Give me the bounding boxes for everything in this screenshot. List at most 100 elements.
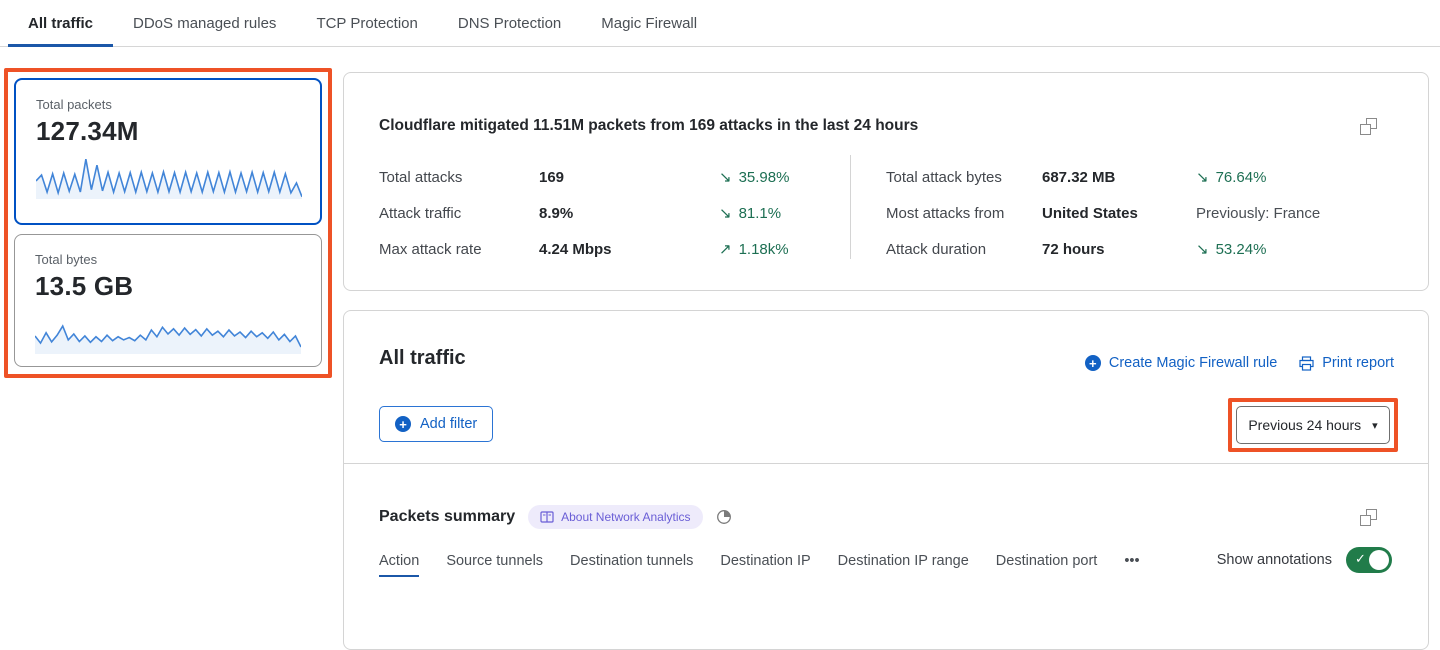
stat-row-total-attack-bytes: Total attack bytes 687.32 MB ↘ 76.64%: [886, 159, 1320, 195]
stat-row-total-attacks: Total attacks 169 ↘ 35.98%: [379, 159, 789, 195]
show-annotations-control: Show annotations ✓: [1217, 547, 1392, 573]
total-bytes-card[interactable]: Total bytes 13.5 GB: [14, 234, 322, 367]
stat-label: Attack traffic: [379, 204, 462, 222]
trend-down-icon: ↘: [719, 205, 732, 222]
tab-label: Magic Firewall: [601, 14, 698, 32]
tab-label: DDoS managed rules: [133, 14, 277, 32]
stat-delta: ↘ 35.98%: [719, 168, 790, 187]
tab-label: TCP Protection: [316, 14, 418, 32]
metric-value: 13.5 GB: [35, 271, 134, 301]
panel-action-links: + Create Magic Firewall rule Print repor…: [1084, 355, 1394, 371]
stat-label: Attack duration: [886, 240, 987, 258]
highlight-box-time-range: Previous 24 hours ▾: [1228, 398, 1398, 452]
plus-circle-icon: +: [395, 416, 411, 432]
delta-value: 53.24%: [1215, 240, 1267, 258]
delta-value: 81.1%: [738, 204, 782, 222]
tab-all-traffic[interactable]: All traffic: [8, 0, 114, 47]
stat-label: Most attacks from: [886, 204, 1005, 222]
stat-label: Total attacks: [379, 168, 463, 186]
stats-divider: [850, 155, 851, 259]
toggle-knob: [1369, 550, 1389, 570]
subtab-source-tunnels[interactable]: Source tunnels: [446, 553, 544, 569]
plus-circle-icon: +: [1084, 355, 1101, 371]
stat-value: 169: [539, 168, 565, 186]
subtab-destination-ip[interactable]: Destination IP: [720, 553, 811, 569]
subtab-destination-tunnels[interactable]: Destination tunnels: [570, 553, 694, 569]
badge-label: About Network Analytics: [561, 510, 691, 524]
stat-label: Max attack rate: [379, 240, 482, 258]
book-icon: [540, 511, 554, 523]
tab-tcp-protection[interactable]: TCP Protection: [296, 0, 437, 46]
metric-value: 127.34M: [36, 116, 139, 146]
trend-down-icon: ↘: [719, 169, 732, 186]
expand-icon-front: [1360, 515, 1371, 526]
more-tabs-button[interactable]: •••: [1124, 553, 1140, 569]
show-annotations-label: Show annotations: [1216, 552, 1332, 568]
expand-icon-front: [1360, 124, 1371, 135]
section-divider: [344, 463, 1428, 464]
time-range-dropdown[interactable]: Previous 24 hours ▾: [1236, 406, 1390, 444]
all-traffic-title: All traffic: [379, 347, 466, 369]
tab-label: All traffic: [28, 14, 94, 32]
tab-dns-protection[interactable]: DNS Protection: [438, 0, 581, 46]
subtab-action[interactable]: Action: [379, 553, 420, 577]
total-packets-card[interactable]: Total packets 127.34M: [14, 78, 322, 225]
expand-icon-back: [1366, 509, 1377, 520]
stat-value: 72 hours: [1042, 240, 1105, 258]
packets-sparkline: [36, 155, 302, 199]
printer-icon: [1299, 355, 1314, 371]
subtab-destination-port[interactable]: Destination port: [995, 553, 1098, 569]
stat-row-attack-duration: Attack duration 72 hours ↘ 53.24%: [886, 231, 1320, 267]
show-annotations-toggle[interactable]: ✓: [1346, 547, 1392, 573]
packets-summary-tabs: Action Source tunnels Destination tunnel…: [379, 553, 1140, 577]
link-label: Create Magic Firewall rule: [1108, 355, 1278, 371]
stat-value: 687.32 MB: [1042, 168, 1116, 186]
stat-value: 4.24 Mbps: [539, 240, 612, 258]
tab-magic-firewall[interactable]: Magic Firewall: [581, 0, 717, 46]
pie-chart-icon[interactable]: [716, 509, 732, 525]
stat-value: United States: [1042, 204, 1138, 222]
check-icon: ✓: [1355, 551, 1366, 566]
metric-label: Total packets: [36, 97, 112, 112]
create-magic-firewall-rule-link[interactable]: + Create Magic Firewall rule: [1084, 355, 1278, 371]
caret-down-icon: ▾: [1372, 419, 1378, 432]
stat-value: 8.9%: [539, 204, 574, 222]
protection-tabs: All traffic DDoS managed rules TCP Prote…: [0, 0, 1440, 47]
expand-icon[interactable]: [1360, 509, 1377, 526]
stat-delta: ↘ 81.1%: [719, 204, 782, 223]
mitigation-summary-panel: Cloudflare mitigated 11.51M packets from…: [343, 72, 1429, 291]
tab-ddos-managed-rules[interactable]: DDoS managed rules: [113, 0, 296, 46]
expand-icon-back: [1366, 118, 1377, 129]
trend-down-icon: ↘: [1196, 241, 1209, 258]
trend-up-icon: ↗: [719, 241, 732, 258]
delta-value: 35.98%: [738, 168, 790, 186]
time-range-label: Previous 24 hours: [1248, 417, 1362, 433]
metric-label: Total bytes: [35, 252, 98, 267]
stat-delta: ↗ 1.18k%: [719, 240, 789, 259]
stat-row-most-attacks-from: Most attacks from United States Previous…: [886, 195, 1320, 231]
about-network-analytics-badge[interactable]: About Network Analytics: [528, 505, 703, 529]
highlight-box-metric-cards: [4, 68, 332, 378]
tab-label: DNS Protection: [457, 14, 562, 32]
link-label: Print report: [1322, 355, 1394, 371]
stat-label: Total attack bytes: [886, 168, 1002, 186]
delta-value: 1.18k%: [738, 240, 789, 258]
packets-summary-title: Packets summary: [379, 508, 516, 525]
summary-stats-left: Total attacks 169 ↘ 35.98% Attack traffi…: [379, 159, 789, 267]
subtab-destination-ip-range[interactable]: Destination IP range: [837, 553, 969, 569]
all-traffic-panel: All traffic + Create Magic Firewall rule…: [343, 310, 1429, 650]
stat-row-max-attack-rate: Max attack rate 4.24 Mbps ↗ 1.18k%: [379, 231, 789, 267]
stat-delta: ↘ 76.64%: [1196, 168, 1267, 187]
bytes-sparkline: [35, 310, 301, 354]
print-report-link[interactable]: Print report: [1299, 355, 1394, 371]
trend-down-icon: ↘: [1196, 169, 1209, 186]
add-filter-button[interactable]: + Add filter: [379, 406, 494, 442]
button-label: Add filter: [420, 416, 478, 432]
delta-value: 76.64%: [1215, 168, 1267, 186]
packets-summary-header: Packets summary About Network Analytics: [379, 505, 732, 529]
summary-stats-right: Total attack bytes 687.32 MB ↘ 76.64% Mo…: [886, 159, 1320, 267]
mitigation-summary-title: Cloudflare mitigated 11.51M packets from…: [379, 117, 919, 134]
stat-row-attack-traffic: Attack traffic 8.9% ↘ 81.1%: [379, 195, 789, 231]
stat-delta: ↘ 53.24%: [1196, 240, 1267, 259]
expand-icon[interactable]: [1360, 118, 1377, 135]
